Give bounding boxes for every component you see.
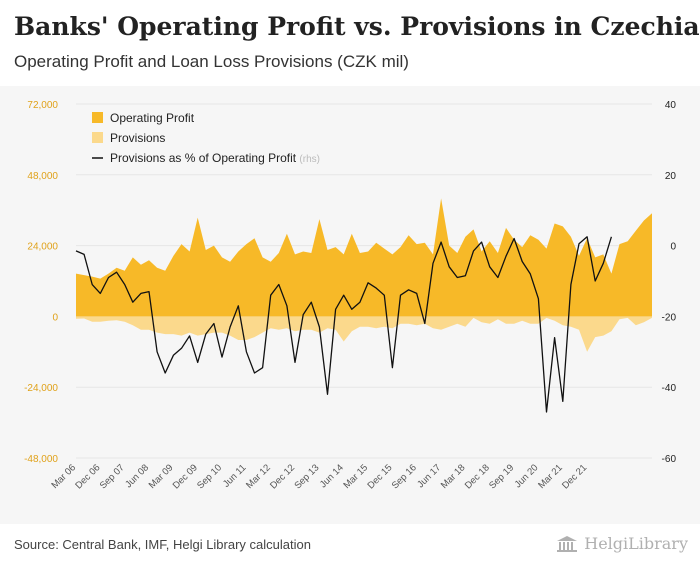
chart-subtitle: Operating Profit and Loan Loss Provision… [14,52,409,71]
legend-label-operating-profit: Operating Profit [110,111,195,125]
x-tick-label: Sep 19 [487,462,516,491]
legend-label-provisions-ratio: Provisions as % of Operating Profit (rhs… [110,151,320,165]
x-tick-label: Dec 18 [463,462,492,491]
x-tick-label: Mar 12 [244,462,273,491]
legend-rhs-note: (rhs) [299,154,320,165]
y-right-tick-label: -20 [662,312,677,323]
y-left-tick-label: -24,000 [24,383,58,394]
y-right-tick-label: -40 [662,383,677,394]
legend-swatch-provisions [92,132,103,143]
x-tick-label: Sep 07 [98,462,127,491]
x-tick-label: Jun 08 [123,462,151,490]
brand-name: HelgiLibrary [584,534,688,553]
y-right-tick-label: 20 [665,171,677,182]
legend-label-provisions: Provisions [110,131,165,145]
brand-logo[interactable]: HelgiLibrary [556,534,688,553]
y-right-tick-label: 40 [665,100,677,111]
legend-swatch-operating-profit [92,112,103,123]
plot-area: 72,000 48,000 24,000 0 -24,000 -48,000 40 20 0 -2… [0,86,700,524]
y-right-tick-label: -60 [662,454,677,465]
y-left-tick-label: 0 [52,312,58,323]
x-tick-label: Sep 13 [292,462,321,491]
x-tick-label: Jun 17 [415,462,443,490]
x-tick-label: Mar 18 [439,462,468,491]
y-left-tick-label: 24,000 [27,242,58,253]
x-tick-label: Mar 06 [49,462,78,491]
y-right-tick-label: 0 [670,242,676,253]
y-left-tick-label: 72,000 [27,100,58,111]
x-tick-label: Dec 21 [560,462,589,491]
y-left-tick-label: -48,000 [24,454,58,465]
series-area-provisions [76,316,652,352]
chart-footer: Source: Central Bank, IMF, Helgi Library… [0,524,700,568]
x-tick-label: Jun 20 [513,462,541,490]
x-tick-label: Sep 16 [390,462,419,491]
x-tick-label: Dec 12 [268,462,297,491]
x-tick-label: Mar 15 [341,462,370,491]
x-tick-label: Jun 11 [221,462,248,489]
x-tick-label: Mar 09 [147,462,176,491]
x-tick-label: Sep 10 [195,462,224,491]
x-tick-label: Dec 15 [365,462,394,491]
library-building-icon [557,535,578,552]
chart-header: Banks' Operating Profit vs. Provisions i… [0,0,700,86]
chart-title: Banks' Operating Profit vs. Provisions i… [14,12,700,41]
x-tick-label: Mar 21 [536,462,565,491]
y-left-tick-label: 48,000 [27,171,58,182]
series-area-operating-profit [76,198,652,317]
x-tick-label: Jun 14 [318,462,346,490]
x-tick-label: Dec 09 [171,462,200,491]
source-note: Source: Central Bank, IMF, Helgi Library… [14,537,311,552]
x-tick-label: Dec 06 [73,462,102,491]
chart-svg: 72,000 48,000 24,000 0 -24,000 -48,000 40 20 0 -2… [24,100,677,491]
series-line-provisions-ratio [75,236,613,413]
